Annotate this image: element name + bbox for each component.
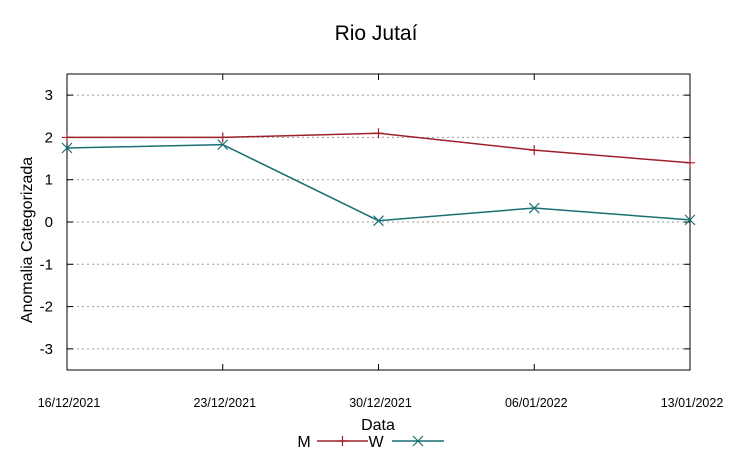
x-tick-label: 06/01/2022 — [505, 396, 568, 410]
y-tick-label: -3 — [40, 341, 53, 358]
y-axis-ticks: 3 2 1 0 -1 -2 -3 — [40, 87, 690, 358]
y-tick-label: 3 — [45, 87, 53, 104]
y-tick-label: 2 — [45, 129, 53, 146]
data-point-w — [61, 142, 73, 154]
x-tick-label: 13/01/2022 — [661, 396, 724, 410]
x-tick-label: 23/12/2021 — [193, 396, 256, 410]
y-tick-label: 1 — [45, 172, 53, 189]
x-axis-label: Data — [361, 417, 395, 434]
y-tick-label: -1 — [40, 256, 53, 273]
legend-marker-w — [412, 435, 424, 447]
data-point-w — [528, 202, 540, 214]
data-point-m — [685, 157, 695, 168]
series-line-w — [66, 143, 691, 222]
x-tick-label: 30/12/2021 — [349, 396, 412, 410]
data-point-m — [529, 145, 540, 156]
series-group — [61, 128, 696, 227]
y-tick-label: 0 — [45, 214, 53, 231]
legend-label-w: W — [368, 434, 384, 451]
data-point-m — [217, 132, 228, 143]
y-tick-label: -2 — [40, 299, 53, 316]
data-point-w — [684, 214, 696, 226]
data-point-m — [373, 128, 384, 139]
chart-title: Rio Jutaí — [335, 22, 418, 45]
legend-label-m: M — [297, 434, 310, 451]
legend-marker-m — [337, 436, 348, 446]
x-axis-ticks: 16/12/2021 23/12/2021 30/12/2021 06/01/2022… — [38, 74, 724, 410]
data-point-m — [62, 132, 72, 143]
data-point-w — [373, 215, 384, 227]
y-axis-label: Anomalia Categorizada — [19, 157, 36, 323]
x-tick-label: 16/12/2021 — [38, 396, 101, 410]
data-point-w — [217, 139, 229, 151]
